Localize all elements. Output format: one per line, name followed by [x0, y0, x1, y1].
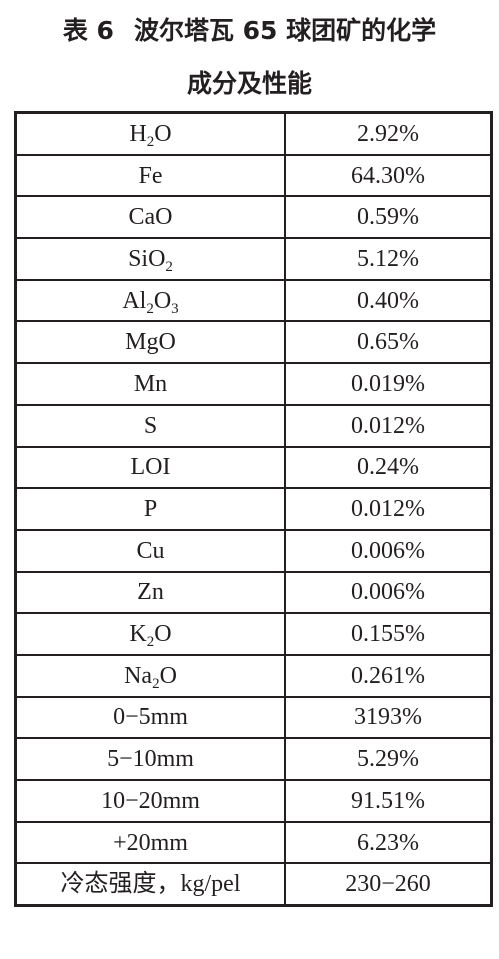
item-cell: Al2O3 [14, 278, 286, 323]
value-cell: 64.30% [284, 153, 493, 198]
item-label: Mn [133, 370, 168, 397]
table-row: SiO2 5.12% [14, 237, 493, 281]
item-label: Al [122, 287, 147, 314]
table-row: CaO 0.59% [14, 195, 493, 240]
value-cell: 0.019% [284, 362, 493, 406]
composition-table-body: H2O 2.92% Fe 64.30% CaO 0.59% SiO2 5.12% Al2O3 0.… [14, 110, 493, 908]
value-cell: 0.261% [284, 653, 493, 698]
value-cell: 0.012% [284, 487, 493, 531]
item-label: 0−5mm [113, 704, 188, 731]
table-caption-line2: 成分及性能 [186, 69, 312, 98]
table-row: K2O 0.155% [14, 612, 493, 656]
item-cell: +20mm [14, 820, 286, 865]
table-row: 冷态强度，kg/pel 230−260 [14, 862, 493, 908]
item-label: +20mm [113, 829, 188, 856]
item-label: 冷态强度，kg/pel [60, 871, 241, 898]
item-label: H [129, 120, 147, 147]
item-label-tail: O [154, 120, 172, 147]
table-row: LOI 0.24% [14, 445, 493, 490]
table-row: Al2O3 0.40% [14, 278, 493, 323]
item-label: SiO [128, 245, 166, 272]
table-caption-line1: 表 6 波尔塔瓦 65 球团矿的化学 [0, 16, 499, 46]
table-row: +20mm 6.23% [14, 820, 493, 865]
item-cell: 5−10mm [14, 737, 286, 781]
value-cell: 230−260 [284, 862, 493, 908]
item-label: Zn [137, 579, 164, 606]
item-subscript: 2 [146, 300, 154, 317]
item-subscript: 3 [171, 300, 179, 317]
table-number: 表 6 [62, 16, 114, 45]
table-row: Mn 0.019% [14, 362, 493, 406]
item-cell: P [14, 487, 286, 531]
value-cell: 0.24% [284, 445, 493, 490]
item-label: Fe [138, 162, 163, 189]
item-label: 10−20mm [101, 787, 200, 814]
item-cell: 冷态强度，kg/pel [14, 862, 286, 908]
value-cell: 2.92% [284, 110, 493, 156]
item-subscript: 2 [146, 634, 155, 651]
item-cell: Fe [14, 153, 286, 198]
table-row: P 0.012% [14, 487, 493, 531]
table-row: 10−20mm 91.51% [14, 779, 493, 823]
item-label-tail: O [153, 287, 172, 314]
value-cell: 0.59% [284, 195, 493, 240]
item-cell: Mn [14, 362, 286, 406]
table-row: H2O 2.92% [14, 110, 493, 156]
item-cell: K2O [14, 612, 286, 656]
item-cell: Cu [14, 528, 286, 573]
item-label: LOI [130, 454, 171, 481]
value-cell: 91.51% [284, 779, 493, 823]
value-cell: 5.12% [284, 237, 493, 281]
item-label: S [143, 412, 158, 439]
value-cell: 3193% [284, 695, 493, 740]
table-row: Fe 64.30% [14, 153, 493, 198]
item-cell: Na2O [14, 653, 286, 698]
item-cell: SiO2 [14, 237, 286, 281]
item-label: 5−10mm [107, 746, 194, 773]
item-cell: H2O [14, 110, 286, 156]
composition-table: H2O 2.92% Fe 64.30% CaO 0.59% SiO2 5.12% Al2O3 0.… [14, 110, 493, 908]
table-row: MgO 0.65% [14, 320, 493, 365]
item-cell: MgO [14, 320, 286, 365]
table-row: S 0.012% [14, 403, 493, 448]
item-label: Na [124, 662, 153, 689]
table-row: Zn 0.006% [14, 570, 493, 615]
table-row: Na2O 0.261% [14, 653, 493, 698]
value-cell: 0.006% [284, 528, 493, 573]
value-cell: 0.006% [284, 570, 493, 615]
item-cell: S [14, 403, 286, 448]
value-cell: 6.23% [284, 820, 493, 865]
value-cell: 0.40% [284, 278, 493, 323]
table-row: Cu 0.006% [14, 528, 493, 573]
item-subscript: 2 [146, 133, 155, 150]
value-cell: 0.012% [284, 403, 493, 448]
item-label-tail: O [159, 662, 177, 689]
item-label: MgO [125, 329, 176, 356]
item-cell: CaO [14, 195, 286, 240]
item-label: K [129, 621, 147, 648]
item-cell: LOI [14, 445, 286, 490]
item-cell: 0−5mm [14, 695, 286, 740]
item-label: P [143, 496, 158, 523]
item-cell: Zn [14, 570, 286, 615]
item-subscript: 2 [152, 675, 160, 692]
item-label: CaO [128, 204, 173, 231]
value-cell: 0.65% [284, 320, 493, 365]
item-cell: 10−20mm [14, 779, 286, 823]
item-subscript: 2 [165, 258, 173, 275]
value-cell: 5.29% [284, 737, 493, 781]
item-label: Cu [136, 537, 165, 564]
table-row: 0−5mm 3193% [14, 695, 493, 740]
item-label-tail: O [154, 621, 172, 648]
table-title: 波尔塔瓦 65 球团矿的化学 [133, 16, 437, 45]
table-row: 5−10mm 5.29% [14, 737, 493, 781]
value-cell: 0.155% [284, 612, 493, 656]
